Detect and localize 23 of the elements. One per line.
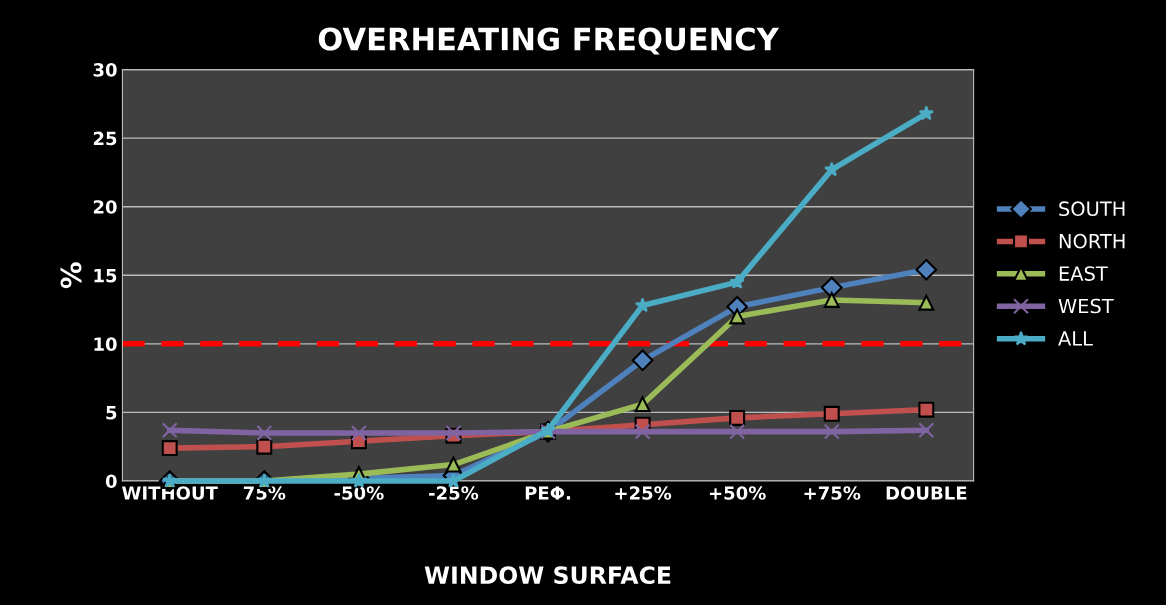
chart-title: OVERHEATING FREQUENCY bbox=[318, 27, 780, 55]
y-tick-label: 10 bbox=[94, 337, 117, 351]
legend-label: EAST bbox=[1059, 266, 1108, 281]
x-tick-label: -25% bbox=[429, 486, 479, 500]
x-axis-title: WINDOW SURFACE bbox=[424, 566, 671, 585]
x-tick-label: ΡΕΦ. bbox=[525, 486, 571, 500]
x-tick-label: WITHOUT bbox=[122, 486, 218, 500]
legend-label: ALL bbox=[1058, 331, 1093, 346]
x-tick-label: -50% bbox=[334, 486, 384, 500]
y-tick-label: 0 bbox=[105, 474, 117, 489]
x-tick-label: +75% bbox=[804, 486, 861, 500]
x-tick-label: DOUBLE bbox=[886, 486, 967, 500]
x-tick-label: +50% bbox=[709, 486, 766, 500]
y-tick-label: 25 bbox=[93, 131, 117, 146]
legend-label: SOUTH bbox=[1059, 201, 1125, 217]
x-tick-label: +25% bbox=[615, 486, 672, 500]
y-tick-label: 20 bbox=[93, 200, 117, 214]
y-tick-label: 15 bbox=[94, 268, 117, 283]
legend-label: NORTH bbox=[1059, 233, 1125, 249]
y-tick-label: 5 bbox=[106, 406, 117, 420]
y-tick-label: 30 bbox=[93, 63, 117, 77]
y-axis-title: % bbox=[60, 262, 82, 289]
legend-label: WEST bbox=[1058, 298, 1114, 314]
